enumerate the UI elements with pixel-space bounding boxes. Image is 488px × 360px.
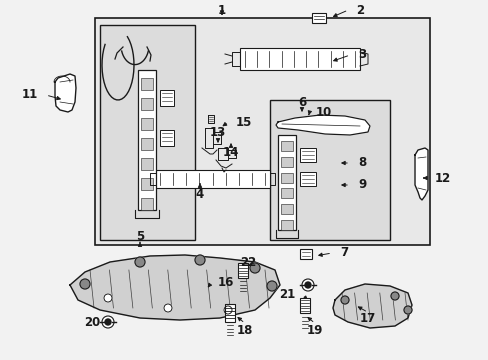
Text: 22: 22 [240,256,256,270]
Bar [311,13,325,23]
Circle shape [163,304,172,312]
Text: 13: 13 [209,126,225,139]
Bar [141,118,153,130]
Bar [281,220,292,230]
Bar [155,170,269,188]
Circle shape [135,257,145,267]
Circle shape [302,279,313,291]
Bar [160,90,174,106]
Text: 10: 10 [315,105,331,118]
Text: 6: 6 [297,95,305,108]
Bar [141,198,153,210]
Bar [299,172,315,186]
Bar [141,78,153,90]
Circle shape [340,296,348,304]
Bar [299,298,309,313]
Polygon shape [70,255,280,320]
Bar [281,172,292,183]
Text: 18: 18 [236,324,253,337]
Circle shape [403,306,411,314]
Circle shape [266,281,276,291]
Polygon shape [332,284,411,328]
Text: 8: 8 [357,157,366,170]
Bar [138,70,156,210]
Circle shape [249,263,260,273]
Bar [240,48,359,70]
Bar [141,138,153,150]
Bar [278,135,295,230]
Bar [95,18,429,245]
Bar [299,148,315,162]
Text: 7: 7 [339,247,347,260]
Circle shape [224,306,231,314]
Bar [281,141,292,151]
Text: 16: 16 [218,276,234,289]
Bar [238,263,247,278]
Bar [281,188,292,198]
Text: 4: 4 [196,189,203,202]
Text: 2: 2 [355,4,364,17]
Text: 9: 9 [357,179,366,192]
Text: 19: 19 [306,324,323,337]
Bar [269,100,389,240]
Text: 5: 5 [136,230,144,243]
Circle shape [102,316,114,328]
Bar [281,157,292,167]
Circle shape [104,294,112,302]
Circle shape [195,255,204,265]
Polygon shape [275,115,369,135]
Circle shape [305,282,310,288]
Text: 17: 17 [359,311,375,324]
Text: 21: 21 [278,288,294,302]
Bar [224,304,235,322]
Bar [281,204,292,214]
Polygon shape [414,148,427,200]
Text: 11: 11 [21,89,38,102]
Bar [141,158,153,170]
Polygon shape [55,74,76,112]
Text: 20: 20 [83,316,100,329]
Bar [299,249,311,259]
Circle shape [105,319,111,325]
Text: 15: 15 [236,116,252,129]
Circle shape [390,292,398,300]
Bar [160,130,174,146]
Bar [100,25,195,240]
Text: 14: 14 [223,147,239,159]
Text: 3: 3 [357,49,366,62]
Circle shape [80,279,90,289]
Bar [141,178,153,190]
Bar [141,98,153,110]
Text: 1: 1 [218,4,225,17]
Text: 12: 12 [434,171,450,184]
